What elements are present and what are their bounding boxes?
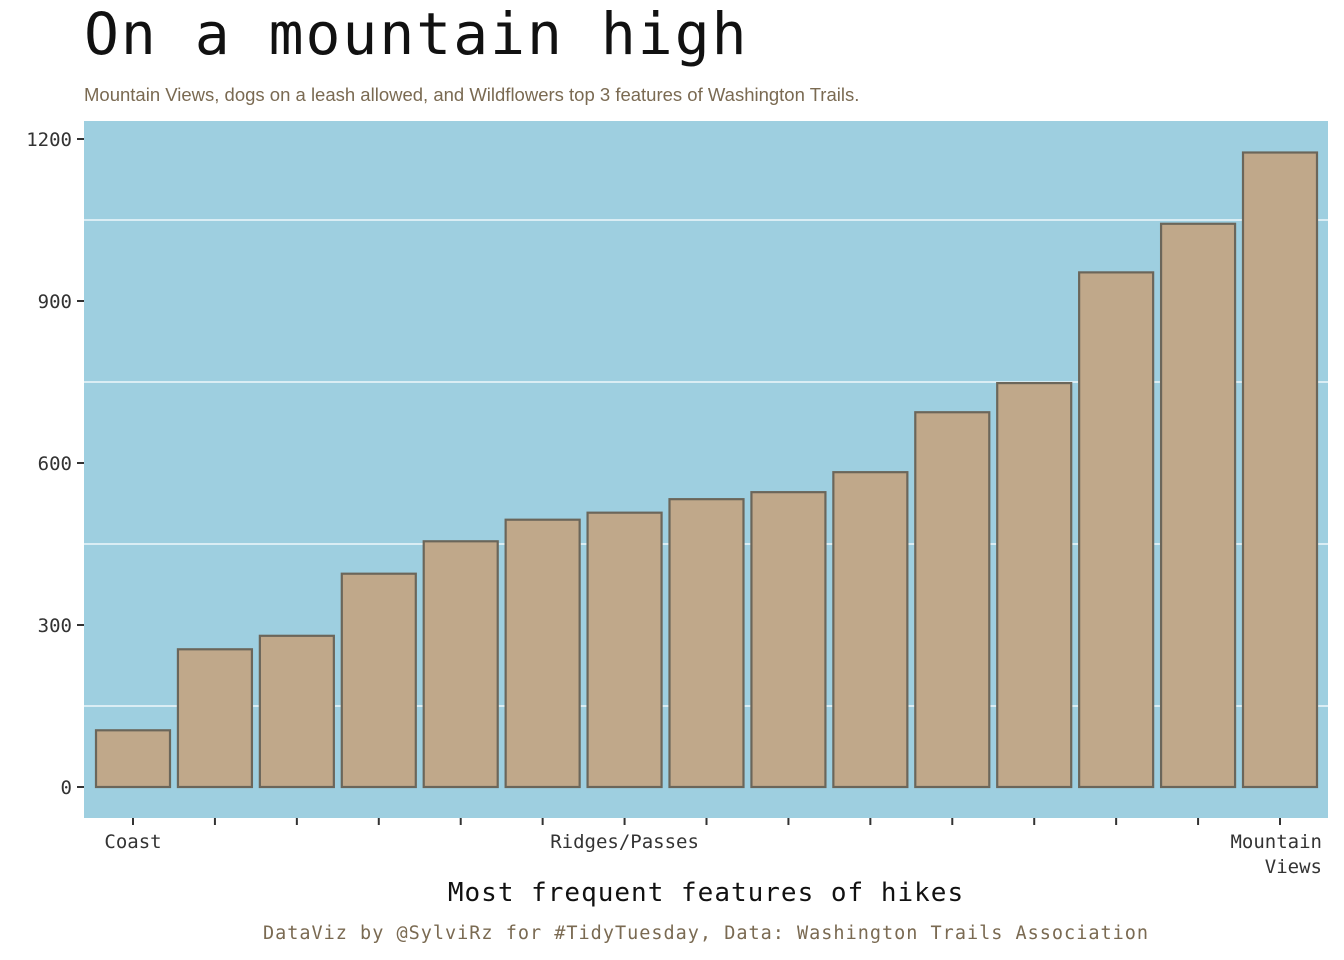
caption: DataViz by @SylviRz for #TidyTuesday, Da… [262,923,1150,944]
y-tick-label: 900 [38,291,72,313]
bar [176,648,254,789]
chart-subtitle: Mountain Views, dogs on a leash allowed,… [84,84,860,105]
bar [750,491,827,789]
bar [586,511,663,789]
x-tick-label: Ridges/Passes [550,831,699,853]
chart-title: On a mountain high [84,0,749,68]
bar [1159,222,1237,789]
bar [258,634,335,789]
bar [1241,151,1319,789]
y-tick-label: 1200 [26,129,72,151]
x-tick-label: Coast [104,831,161,853]
bar [94,729,172,789]
x-axis-title: Most frequent features of hikes [447,878,965,908]
bar [340,572,417,789]
bars [94,151,1319,789]
bar [914,411,991,789]
y-tick-label: 0 [61,777,72,799]
bar [504,518,581,789]
y-tick-label: 300 [38,615,72,637]
bar [668,498,745,789]
y-tick-label: 600 [38,453,72,475]
x-axis: Coast Ridges/Passes Mountain Views [104,818,1322,878]
bar [1078,271,1155,789]
bar [422,540,499,789]
bar [996,381,1073,789]
x-tick-label: Mountain Views [1230,831,1322,878]
y-axis: 0 300 600 900 1200 [26,129,84,799]
bar [832,471,909,789]
